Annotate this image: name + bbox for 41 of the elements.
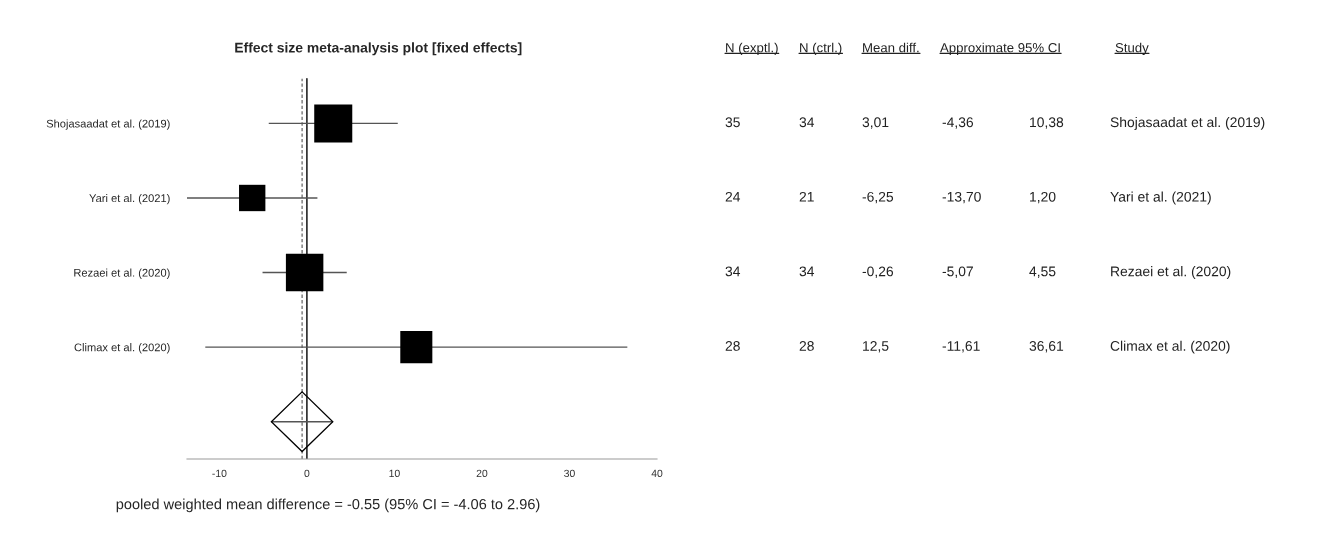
text: 4,55 <box>1029 266 1056 278</box>
x-tick-label: 0 <box>304 469 310 478</box>
x-axis-title: pooled weighted mean difference = -0.55 (95% CI = -4.06 to 2.96) <box>116 498 540 513</box>
text: 12,5 <box>863 341 889 353</box>
text: -4,36 <box>942 117 974 129</box>
chart-title: Effect size meta-analysis plot [fixed effects] <box>235 42 522 56</box>
text: 3,01 <box>862 117 889 129</box>
text: 35 <box>725 117 740 128</box>
text: Climax et al. (2020) <box>1110 340 1230 354</box>
text: Shojasaadat et al. (2019) <box>1110 116 1265 130</box>
text: -6,25 <box>862 191 894 204</box>
text: -11,61 <box>942 341 980 353</box>
y-tick-label: Yari et al. (2021) <box>89 193 170 205</box>
category-label: N (ctrl.) <box>800 42 842 55</box>
y-tick-label: Rezaei et al. (2020) <box>74 268 170 279</box>
y-tick-label: Shojasaadat et al. (2019) <box>46 119 170 130</box>
x-tick-label: 10 <box>389 469 400 478</box>
x-tick-label: -10 <box>212 469 227 478</box>
text: 28 <box>799 341 814 351</box>
text: 24 <box>725 191 741 202</box>
text: Yari et al. (2021) <box>1110 191 1211 205</box>
x-tick-label: 20 <box>476 469 488 478</box>
text: 21 <box>799 191 814 202</box>
y-tick-label: Climax et al. (2020) <box>74 343 170 354</box>
text: -5,07 <box>942 266 973 278</box>
text: -0,26 <box>862 266 894 278</box>
category-label: Study <box>1115 42 1149 55</box>
text: 1,20 <box>1030 191 1056 204</box>
x-tick-label: 40 <box>651 469 663 478</box>
text: Rezaei et al. (2020) <box>1111 266 1231 280</box>
text: 34 <box>799 117 815 128</box>
category-label: Approximate 95% CI <box>940 42 1060 55</box>
category-label: N (exptl.) <box>726 42 778 55</box>
text: 34 <box>799 266 815 277</box>
text: 10,38 <box>1030 117 1064 129</box>
text: 28 <box>725 341 740 351</box>
text: 34 <box>725 266 741 277</box>
category-label: Mean diff. <box>863 42 919 53</box>
x-tick-label: 30 <box>564 469 575 478</box>
text: -13,70 <box>942 191 981 204</box>
text: 36,61 <box>1029 341 1064 353</box>
